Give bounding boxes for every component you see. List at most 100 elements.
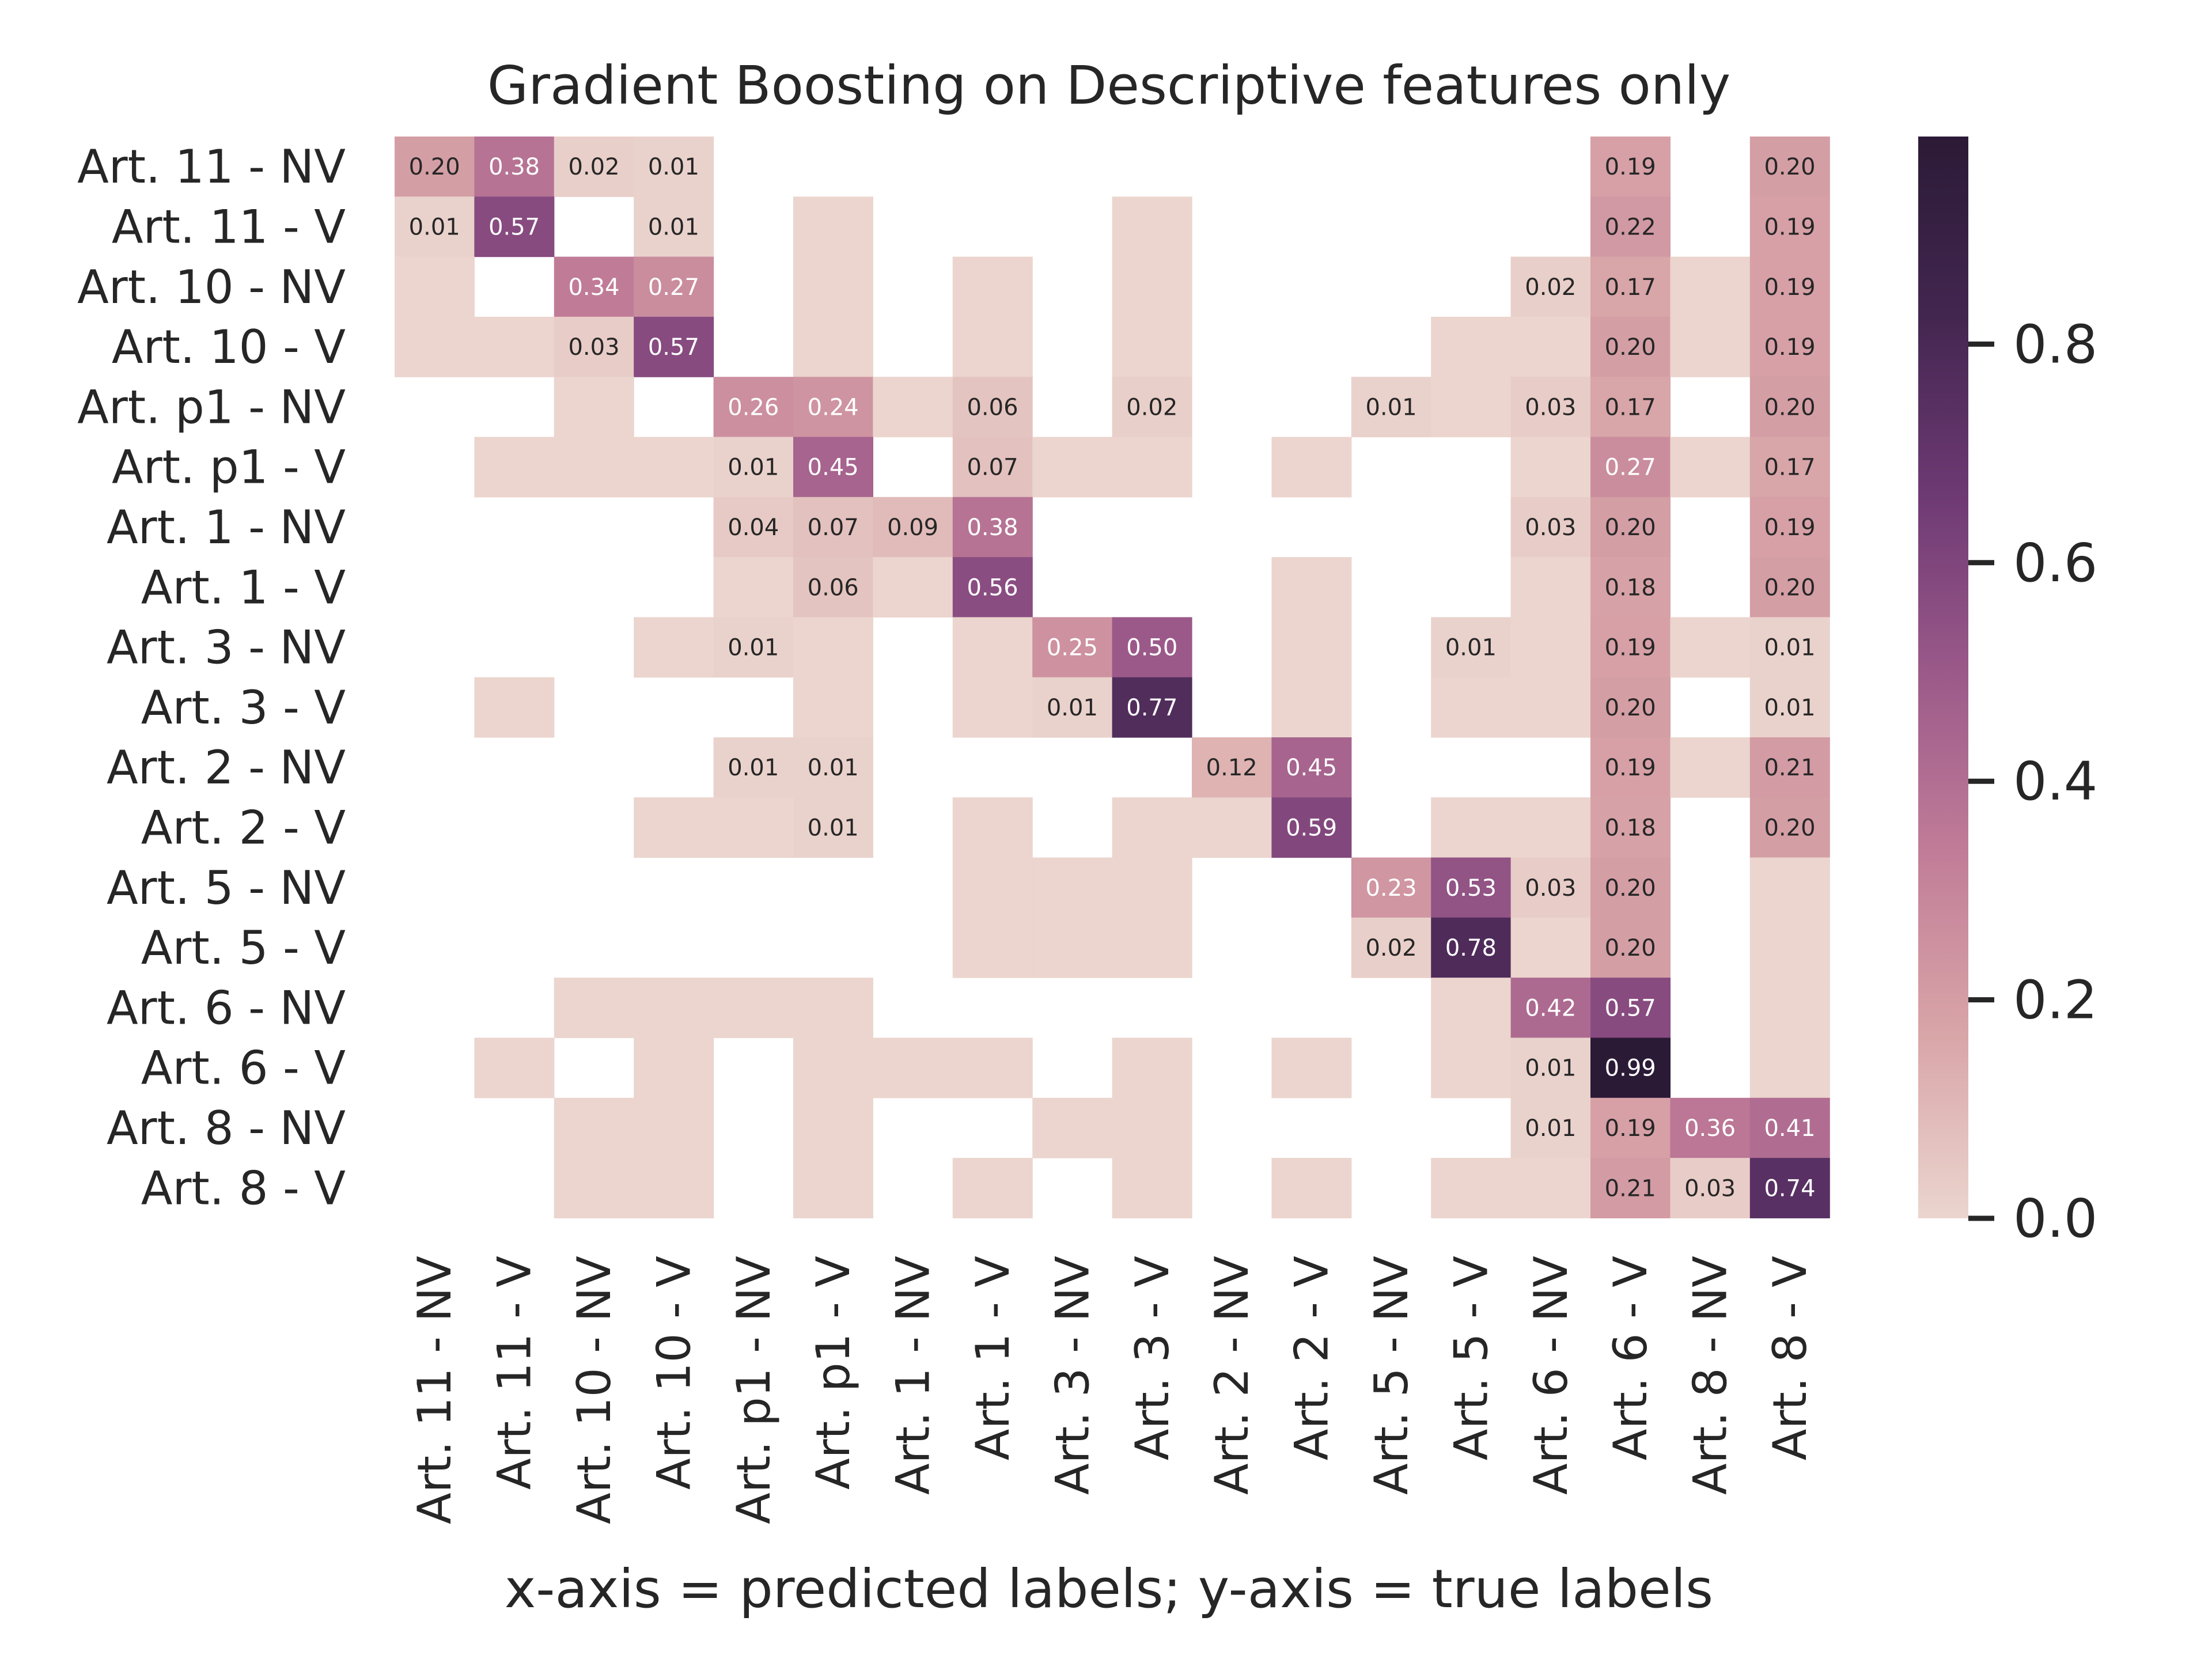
heatmap-cell: [793, 557, 873, 618]
cell-value-label: 0.03: [1525, 875, 1576, 902]
cell-value-label: 0.19: [1605, 154, 1656, 180]
colorbar-tick-label: 0.6: [2013, 532, 2097, 594]
heatmap-cell: [634, 617, 714, 678]
heatmap-cell: [713, 437, 794, 498]
cell-value-label: 0.03: [1684, 1175, 1736, 1202]
heatmap-cell: [1112, 1097, 1192, 1158]
cell-value-label: 0.03: [1525, 394, 1576, 421]
x-tick-label: Art. 3 - NV: [1046, 1256, 1099, 1495]
heatmap-cell: [1112, 677, 1192, 738]
heatmap-cell: [1590, 1037, 1671, 1099]
heatmap-cell: [793, 677, 873, 738]
heatmap-cell: [1749, 196, 1830, 257]
heatmap-cell: [1032, 857, 1113, 918]
heatmap-cell: [1749, 978, 1830, 1039]
heatmap-cell: [1670, 316, 1751, 377]
cell-value-label: 0.19: [1764, 514, 1815, 541]
heatmap-cell: [793, 316, 873, 377]
cell-value-label: 0.02: [568, 154, 619, 180]
heatmap-cell: [1510, 917, 1591, 978]
cell-value-label: 0.20: [1605, 935, 1656, 961]
heatmap-cell: [1590, 857, 1671, 918]
cell-value-label: 0.57: [488, 214, 540, 240]
cell-value-label: 0.01: [1365, 394, 1416, 421]
heatmap-cell: [793, 978, 873, 1039]
cell-value-label: 0.99: [1605, 1055, 1656, 1082]
x-tick-label: Art. p1 - V: [806, 1256, 860, 1490]
cell-value-label: 0.04: [728, 514, 779, 541]
heatmap-cell: [1590, 978, 1671, 1039]
cell-value-label: 0.20: [1605, 695, 1656, 721]
heatmap-cell: [1431, 617, 1512, 678]
cell-value-label: 0.50: [1126, 635, 1177, 661]
cell-value-label: 0.23: [1365, 875, 1416, 902]
cell-value-label: 0.19: [1605, 755, 1656, 781]
heatmap-cell: [634, 256, 714, 317]
cell-value-label: 0.20: [1605, 875, 1656, 902]
heatmap-cell: [1112, 316, 1192, 377]
heatmap-cell: [952, 316, 1033, 377]
heatmap-cell: [1590, 797, 1671, 858]
heatmap-cell: [634, 1037, 714, 1099]
heatmap-cell: [873, 557, 953, 618]
heatmap-cell: [1510, 256, 1591, 317]
colorbar-tick-label: 0.0: [2013, 1188, 2097, 1249]
cell-value-label: 0.24: [808, 394, 859, 421]
heatmap-cell: [1192, 797, 1272, 858]
x-tick-label: Art. 10 - NV: [567, 1256, 621, 1524]
heatmap-cell: [873, 1037, 953, 1099]
heatmap-cell: [1112, 1037, 1192, 1099]
cell-value-label: 0.34: [568, 274, 619, 301]
heatmap-cell: [1510, 677, 1591, 738]
y-tick-label: Art. 5 - V: [141, 921, 346, 975]
x-tick-label: Art. 5 - V: [1444, 1256, 1498, 1460]
heatmap-cell: [634, 978, 714, 1039]
x-tick-label: Art. 11 - NV: [408, 1256, 461, 1524]
heatmap-cell: [474, 196, 555, 257]
cell-value-label: 0.19: [1764, 214, 1815, 240]
cell-value-label: 0.45: [808, 454, 859, 481]
heatmap-cell: [554, 137, 634, 197]
x-tick-label: Art. 11 - V: [488, 1256, 541, 1490]
heatmap-cell: [713, 978, 794, 1039]
heatmap-cell: [634, 797, 714, 858]
heatmap-cell: [1431, 978, 1512, 1039]
cell-value-label: 0.01: [648, 214, 699, 240]
colorbar: 0.0 0.2 0.4 0.6 0.8: [1918, 137, 2097, 1249]
heatmap-cell: [1749, 377, 1830, 438]
x-tick-labels: Art. 11 - NV Art. 11 - V Art. 10 - NV Art. …: [408, 1256, 1817, 1524]
heatmap-cell: [1271, 677, 1352, 738]
x-axis-label: x-axis = predicted labels; y-axis = true…: [505, 1558, 1713, 1620]
heatmap-cell: [1431, 857, 1512, 918]
heatmap-cell: [1749, 677, 1830, 738]
heatmap-cell: [952, 857, 1033, 918]
heatmap-cell: [1112, 797, 1192, 858]
heatmap-cell: [1032, 1097, 1113, 1158]
cell-value-label: 0.19: [1764, 274, 1815, 301]
heatmap-cell: [793, 256, 873, 317]
heatmap-cell: [1510, 377, 1591, 438]
cell-value-label: 0.03: [1525, 514, 1576, 541]
heatmap-cell: [713, 557, 794, 618]
heatmap-cell: [554, 978, 634, 1039]
x-tick-label: Art. 10 - V: [647, 1256, 700, 1490]
heatmap-cell: [1271, 1037, 1352, 1099]
heatmap-cell: [1670, 1158, 1751, 1218]
cell-value-label: 0.19: [1605, 635, 1656, 661]
cell-value-label: 0.01: [1445, 635, 1497, 661]
heatmap-cell: [634, 1158, 714, 1218]
heatmap-cell: [1590, 377, 1671, 438]
heatmap-cell: [793, 797, 873, 858]
cell-value-label: 0.01: [728, 454, 779, 481]
heatmap-cell: [1431, 917, 1512, 978]
colorbar-gradient: [1918, 137, 1968, 1218]
heatmap-cell: [554, 1097, 634, 1158]
cell-value-label: 0.21: [1764, 755, 1815, 781]
colorbar-tick-label: 0.8: [2013, 313, 2097, 375]
heatmap-cell: [1510, 978, 1591, 1039]
cell-value-label: 0.57: [648, 334, 699, 361]
cell-value-label: 0.20: [1764, 815, 1815, 842]
heatmap-cell: [1510, 497, 1591, 558]
heatmap-cell: [1749, 497, 1830, 558]
y-tick-label: Art. 2 - NV: [107, 741, 346, 794]
